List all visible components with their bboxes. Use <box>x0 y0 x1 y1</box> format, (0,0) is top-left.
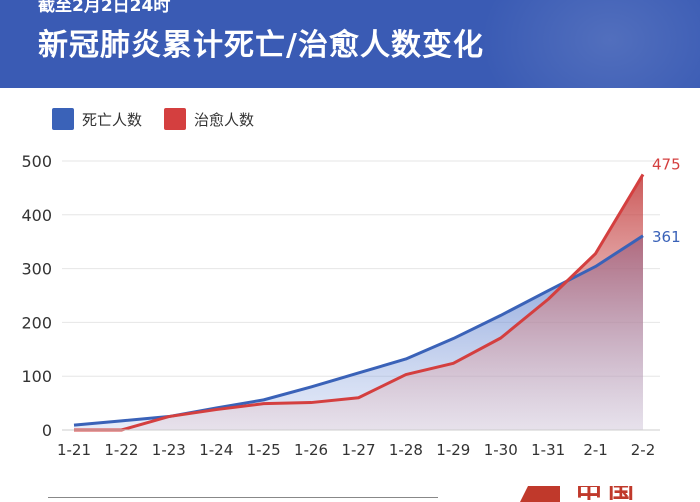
series-line-recovered <box>74 173 645 432</box>
area-recovered <box>74 174 643 430</box>
legend-swatch-deaths <box>52 108 74 130</box>
header-decoration <box>480 0 700 88</box>
x-tick-label: 1-31 <box>531 441 565 459</box>
logo-mark-icon <box>520 486 560 502</box>
logo-text: 中国 <box>576 486 640 500</box>
y-tick-label: 100 <box>21 367 52 386</box>
x-tick-label: 2-2 <box>631 441 656 459</box>
brand-logo: 中国 <box>520 486 640 502</box>
legend-swatch-recovered <box>164 108 187 130</box>
legend-item-deaths: 死亡人数 <box>52 108 142 130</box>
data-label-deaths: 361 <box>652 228 681 246</box>
x-tick-label: 1-25 <box>247 441 281 459</box>
chart-title: 新冠肺炎累计死亡/治愈人数变化 <box>38 28 484 63</box>
x-tick-label: 2-1 <box>583 441 608 459</box>
x-tick-label: 1-26 <box>294 441 328 459</box>
y-tick-label: 300 <box>21 260 52 279</box>
y-tick-label: 200 <box>21 313 52 332</box>
legend-label-recovered: 治愈人数 <box>194 110 255 129</box>
y-tick-label: 400 <box>21 206 52 225</box>
footer-divider <box>48 497 438 498</box>
y-tick-label: 500 <box>21 152 52 171</box>
chart-subtitle: 截至2月2日24时 <box>38 0 171 16</box>
x-tick-label: 1-22 <box>104 441 138 459</box>
x-tick-label: 1-21 <box>57 441 91 459</box>
y-tick-label: 0 <box>42 421 52 440</box>
x-tick-label: 1-24 <box>199 441 233 459</box>
x-tick-label: 1-28 <box>389 441 423 459</box>
legend-label-deaths: 死亡人数 <box>82 110 143 129</box>
x-tick-label: 1-30 <box>484 441 518 459</box>
x-tick-label: 1-23 <box>152 441 186 459</box>
header-banner: 截至2月2日24时 新冠肺炎累计死亡/治愈人数变化 <box>0 0 700 88</box>
chart-legend: 死亡人数 治愈人数 <box>52 108 276 130</box>
x-tick-label: 1-29 <box>436 441 470 459</box>
legend-item-recovered: 治愈人数 <box>164 108 254 130</box>
data-label-recovered: 475 <box>652 155 681 173</box>
x-tick-label: 1-27 <box>341 441 375 459</box>
